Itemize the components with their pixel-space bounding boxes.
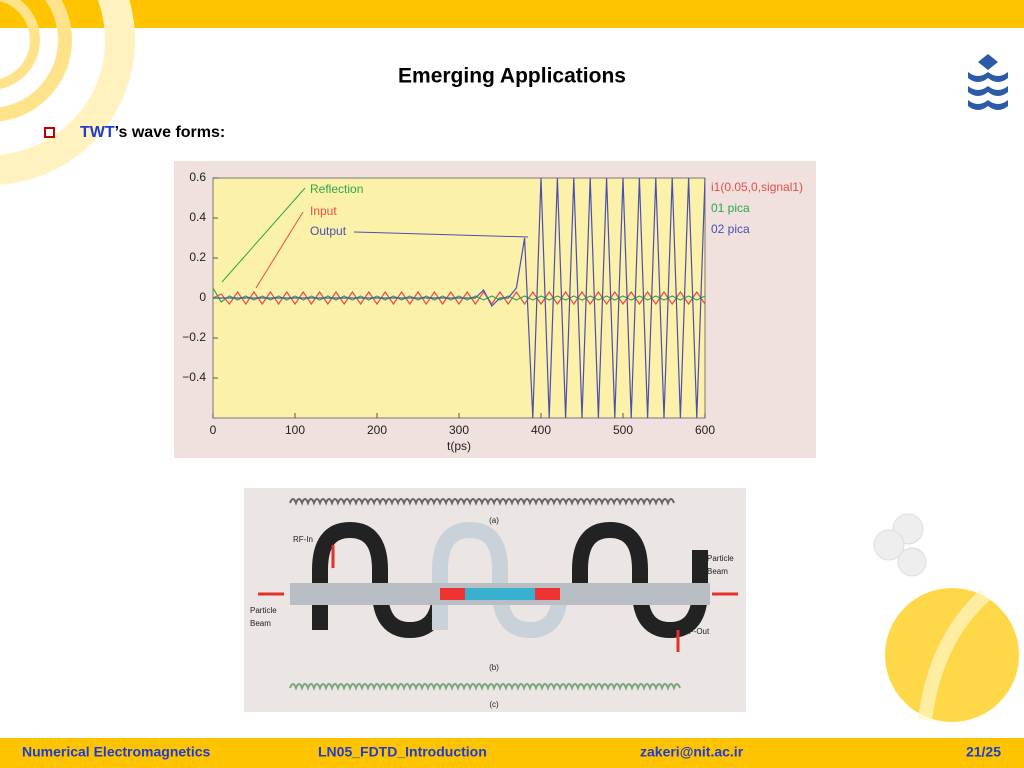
x-tick-label: 0 xyxy=(210,423,217,437)
legend-entry: 01 pica xyxy=(711,201,750,215)
y-tick-label: 0.2 xyxy=(189,250,206,264)
top-bar xyxy=(0,0,1024,28)
chart: −0.4 −0.2 0 0.2 0.4 0.6 0 100 200 300 400 500 600 t(p… xyxy=(182,170,803,453)
diagram-label: (c) xyxy=(489,700,499,709)
bullet-icon xyxy=(44,127,55,138)
x-tick-label: 300 xyxy=(449,423,469,437)
footer-lecture: LN05_FDTD_Introduction xyxy=(318,744,487,760)
diagram-label: RF-In xyxy=(293,535,313,544)
annotation: Output xyxy=(310,224,347,238)
diagram-label: Beam xyxy=(707,567,728,576)
annotation: Reflection xyxy=(310,182,363,196)
diagram-label: (b) xyxy=(489,663,499,672)
x-tick-label: 500 xyxy=(613,423,633,437)
legend-entry: i1(0.05,0,signal1) xyxy=(711,180,803,194)
x-axis-label: t(ps) xyxy=(447,439,471,453)
x-tick-label: 400 xyxy=(531,423,551,437)
plot-lines xyxy=(213,178,705,418)
x-tick-label: 200 xyxy=(367,423,387,437)
series-line xyxy=(213,290,705,306)
annotation: Input xyxy=(310,204,337,218)
logo xyxy=(968,54,1008,110)
slide-title: Emerging Applications xyxy=(398,65,626,88)
diagram-label: RF-Out xyxy=(683,627,710,636)
y-tick-label: −0.2 xyxy=(182,330,206,344)
x-tick-label: 100 xyxy=(285,423,305,437)
series-line xyxy=(213,287,705,303)
series-line xyxy=(213,178,705,418)
annotation-leader xyxy=(255,211,304,289)
legend-entry: 02 pica xyxy=(711,222,750,236)
bullet-highlight: TWT xyxy=(80,124,115,141)
footer-course: Numerical Electromagnetics xyxy=(22,744,211,760)
y-tick-label: −0.4 xyxy=(182,370,206,384)
diagram-label: Beam xyxy=(250,619,271,628)
footer-bar xyxy=(0,738,1024,768)
diagram-label: (a) xyxy=(489,516,499,525)
twt-diagram xyxy=(258,498,738,691)
annotation-leader xyxy=(353,231,529,238)
diagram-label: Particle xyxy=(707,554,734,563)
annotation-leader xyxy=(221,187,306,283)
y-tick-label: 0 xyxy=(199,290,206,304)
diagram-label: Particle xyxy=(250,606,277,615)
y-tick-label: 0.4 xyxy=(189,210,206,224)
footer-email: zakeri@nit.ac.ir xyxy=(640,744,744,760)
bullet-text: TWT’s wave forms: xyxy=(80,124,225,141)
corner-decoration xyxy=(0,0,135,185)
bullet-rest: ’s wave forms: xyxy=(115,124,226,141)
sun-decoration xyxy=(885,588,1019,722)
footer-page: 21/25 xyxy=(966,744,1001,760)
y-tick-label: 0.6 xyxy=(189,170,206,184)
sun-highlight xyxy=(918,589,990,721)
x-tick-label: 600 xyxy=(695,423,715,437)
bubble-decoration xyxy=(873,513,927,577)
